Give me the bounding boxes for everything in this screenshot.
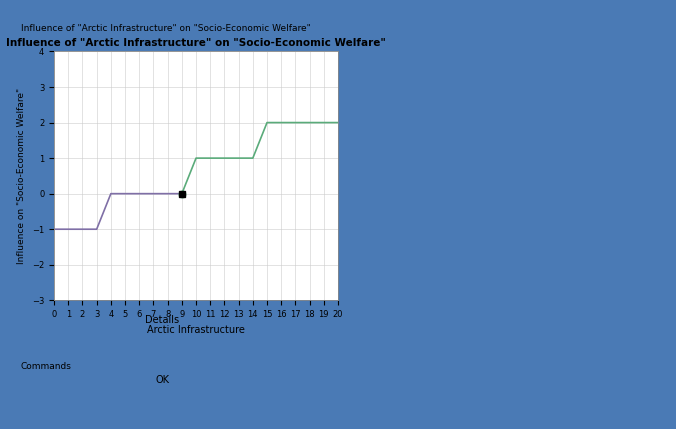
Text: Influence of "Arctic Infrastructure" on "Socio-Economic Welfare": Influence of "Arctic Infrastructure" on … [21,24,310,33]
Text: Details: Details [145,314,179,325]
Y-axis label: Influence on "Socio-Economic Welfare": Influence on "Socio-Economic Welfare" [18,88,26,264]
X-axis label: Arctic Infrastructure: Arctic Infrastructure [147,325,245,335]
Text: OK: OK [155,375,169,385]
Title: Influence of "Arctic Infrastructure" on "Socio-Economic Welfare": Influence of "Arctic Infrastructure" on … [6,38,386,48]
Text: Commands: Commands [21,362,72,371]
